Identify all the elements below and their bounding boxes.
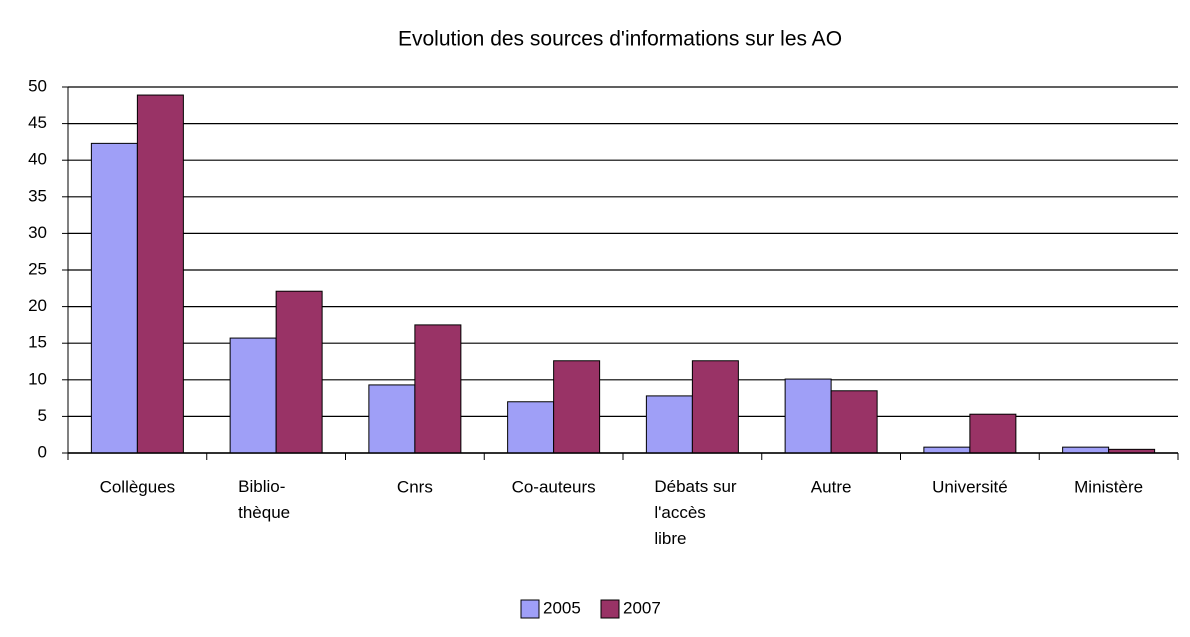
legend-swatch xyxy=(600,599,620,619)
y-tick-label: 45 xyxy=(28,113,47,132)
x-tick-label: Débats sur l'accès libre xyxy=(654,477,737,548)
chart-title: Evolution des sources d'informations sur… xyxy=(398,28,842,51)
x-tick-label: Université xyxy=(932,477,1008,496)
bar xyxy=(229,337,277,454)
y-tick-label: 50 xyxy=(28,76,47,95)
bar xyxy=(553,360,601,454)
y-tick-label: 15 xyxy=(28,333,47,352)
bar xyxy=(1062,446,1110,454)
bar xyxy=(830,390,878,454)
bar xyxy=(969,413,1017,454)
bar xyxy=(368,384,416,454)
y-tick-label: 30 xyxy=(28,223,47,242)
bar xyxy=(923,446,971,454)
y-tick-label: 0 xyxy=(38,442,47,461)
x-tick-label: Biblio-thèque xyxy=(238,477,290,522)
bar xyxy=(507,401,555,454)
legend-label: 2007 xyxy=(623,598,661,617)
y-tick-label: 5 xyxy=(38,406,47,425)
x-tick-label: Cnrs xyxy=(397,477,433,496)
y-tick-label: 25 xyxy=(28,259,47,278)
x-tick-label: Co-auteurs xyxy=(512,477,596,496)
bar xyxy=(784,378,832,454)
legend-label: 2005 xyxy=(543,598,581,617)
bar xyxy=(691,360,739,454)
x-tick-label: Ministère xyxy=(1074,477,1143,496)
y-tick-label: 40 xyxy=(28,150,47,169)
bar xyxy=(90,142,138,454)
bar xyxy=(136,94,184,454)
y-tick-label: 35 xyxy=(28,186,47,205)
bar xyxy=(275,290,323,454)
x-tick-label: Autre xyxy=(811,477,852,496)
y-tick-label: 10 xyxy=(28,369,47,388)
y-tick-label: 20 xyxy=(28,296,47,315)
bar xyxy=(645,395,693,454)
x-tick-label: Collègues xyxy=(100,477,176,496)
legend-swatch xyxy=(520,599,540,619)
bar xyxy=(414,324,462,454)
